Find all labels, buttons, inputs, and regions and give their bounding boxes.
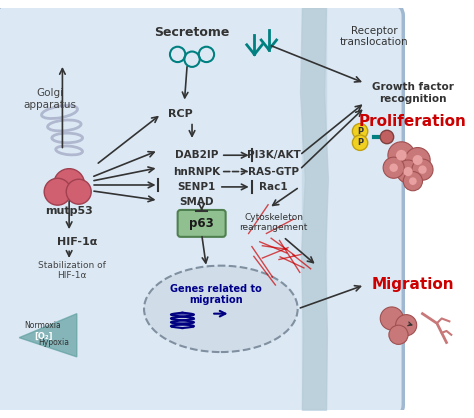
Circle shape [66, 179, 91, 204]
Text: Migration: Migration [372, 278, 454, 292]
Text: P: P [357, 127, 363, 136]
Text: Hypoxia: Hypoxia [38, 338, 69, 347]
Text: Cytoskeleton
rearrangement: Cytoskeleton rearrangement [239, 213, 308, 232]
Text: HIF-1α: HIF-1α [56, 237, 97, 247]
Text: p63: p63 [189, 217, 214, 230]
Circle shape [352, 124, 368, 139]
Circle shape [380, 130, 394, 144]
Circle shape [405, 148, 430, 173]
Text: Proliferation: Proliferation [359, 114, 467, 129]
Text: Receptor
translocation: Receptor translocation [340, 25, 409, 47]
Circle shape [383, 157, 404, 178]
Circle shape [413, 155, 423, 165]
Circle shape [388, 142, 415, 169]
Circle shape [403, 171, 422, 191]
Circle shape [396, 150, 407, 161]
Text: DAB2IP: DAB2IP [175, 150, 219, 160]
Circle shape [409, 177, 417, 185]
Text: P: P [357, 138, 363, 147]
Text: RAS-GTP: RAS-GTP [248, 166, 299, 176]
Circle shape [397, 160, 419, 183]
Text: Stabilization of
HIF-1α: Stabilization of HIF-1α [38, 261, 106, 280]
Text: hnRNPK: hnRNPK [173, 166, 220, 176]
Text: [O₂]: [O₂] [35, 332, 53, 341]
Text: SMAD: SMAD [180, 197, 214, 207]
FancyBboxPatch shape [0, 5, 403, 416]
Text: Secretome: Secretome [155, 25, 230, 38]
Circle shape [44, 178, 71, 205]
Ellipse shape [144, 266, 298, 352]
Circle shape [396, 315, 417, 336]
Text: SENP1: SENP1 [178, 182, 216, 192]
Circle shape [403, 167, 413, 176]
Text: RCP: RCP [168, 109, 193, 119]
Circle shape [412, 159, 433, 180]
Text: Rac1: Rac1 [259, 182, 288, 192]
Circle shape [352, 135, 368, 150]
Text: mutp53: mutp53 [45, 206, 93, 216]
Text: Growth factor
recognition: Growth factor recognition [372, 82, 454, 104]
Circle shape [390, 163, 398, 172]
Circle shape [389, 325, 408, 344]
Text: Normoxia: Normoxia [24, 321, 61, 330]
Circle shape [418, 166, 427, 174]
FancyBboxPatch shape [178, 210, 226, 237]
Polygon shape [301, 8, 328, 410]
Text: PI3K/AKT: PI3K/AKT [247, 150, 301, 160]
Text: Golgi
apparatus: Golgi apparatus [23, 88, 76, 110]
Circle shape [54, 169, 84, 199]
Circle shape [380, 307, 403, 330]
Polygon shape [19, 314, 77, 357]
Text: Genes related to
migration: Genes related to migration [170, 284, 262, 305]
